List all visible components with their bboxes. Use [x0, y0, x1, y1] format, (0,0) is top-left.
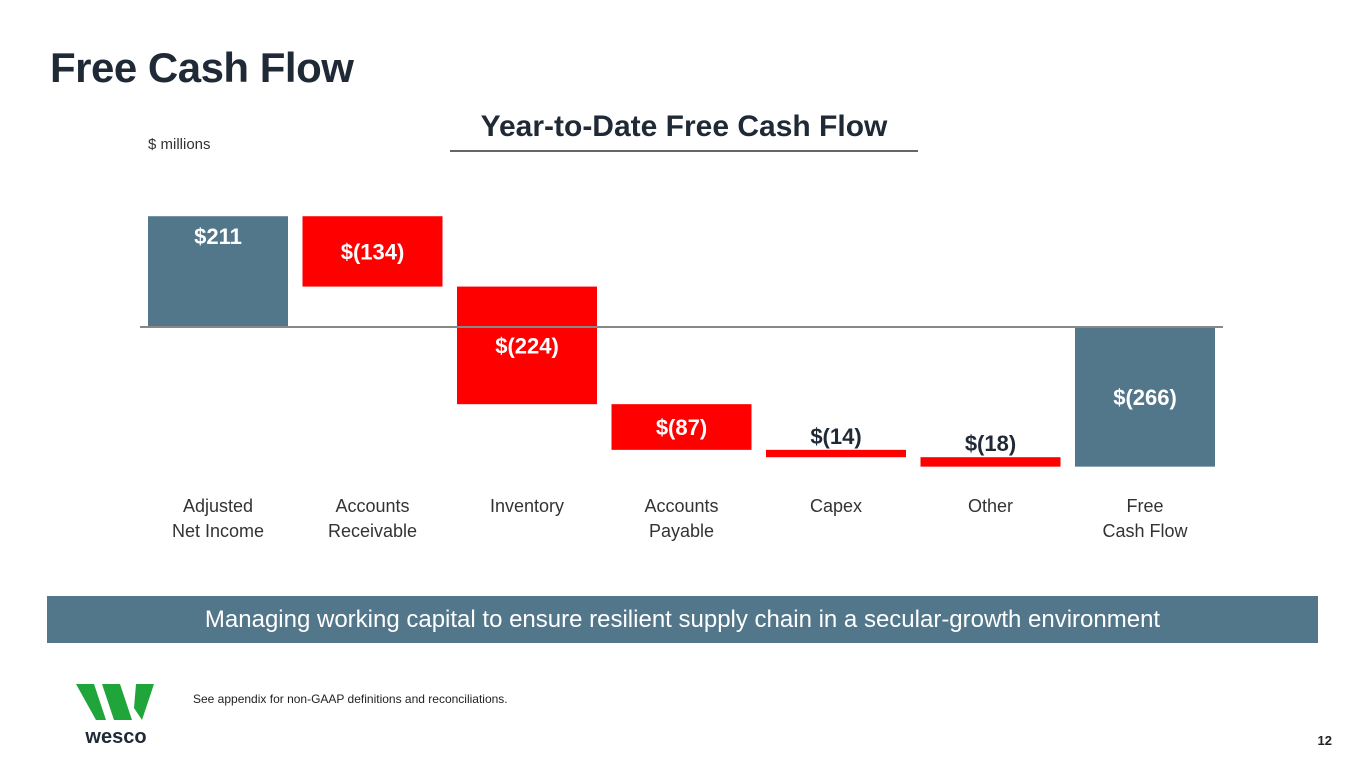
- bar-free-cash-flow: [1075, 327, 1215, 467]
- units-label: $ millions: [148, 136, 211, 153]
- data-label-free-cash-flow: $(266): [1113, 385, 1177, 410]
- data-label-capex: $(14): [810, 424, 861, 449]
- page-number: 12: [1317, 733, 1332, 748]
- category-label-accounts-receivable: Accounts Receivable: [328, 496, 417, 541]
- page-title: Free Cash Flow: [50, 44, 354, 91]
- data-label-accounts-payable: $(87): [656, 415, 707, 440]
- bar-adjusted-net-income: [148, 216, 288, 327]
- data-label-adjusted-net-income: $211: [194, 224, 242, 249]
- bar-other: [920, 457, 1061, 467]
- data-label-inventory: $(224): [495, 333, 559, 358]
- waterfall-chart: $211 Adjusted Net Income $(134) Accounts Rece…: [140, 216, 1223, 541]
- bar-capex: [766, 449, 906, 458]
- bar-inventory: [457, 286, 597, 405]
- logo-mark-middle: [102, 684, 132, 720]
- category-label-free-cash-flow: Free Cash Flow: [1102, 496, 1188, 541]
- category-label-capex: Capex: [810, 496, 862, 516]
- summary-banner: Managing working capital to ensure resil…: [47, 596, 1318, 643]
- category-label-inventory: Inventory: [490, 496, 564, 516]
- footnote: See appendix for non-GAAP definitions an…: [193, 692, 508, 706]
- bar-accounts-payable: [611, 404, 752, 450]
- bar-accounts-receivable: [302, 216, 443, 287]
- data-label-accounts-receivable: $(134): [341, 239, 405, 264]
- logo-mark-left: [76, 684, 106, 720]
- data-label-other: $(18): [965, 431, 1016, 456]
- category-label-other: Other: [968, 496, 1013, 516]
- chart-title: Year-to-Date Free Cash Flow: [450, 108, 918, 152]
- wesco-logo: wesco: [76, 684, 154, 746]
- logo-mark-right: [134, 684, 154, 720]
- category-label-adjusted-net-income: Adjusted Net Income: [172, 496, 264, 541]
- category-label-accounts-payable: Accounts Payable: [644, 496, 718, 541]
- logo-text: wesco: [84, 726, 146, 746]
